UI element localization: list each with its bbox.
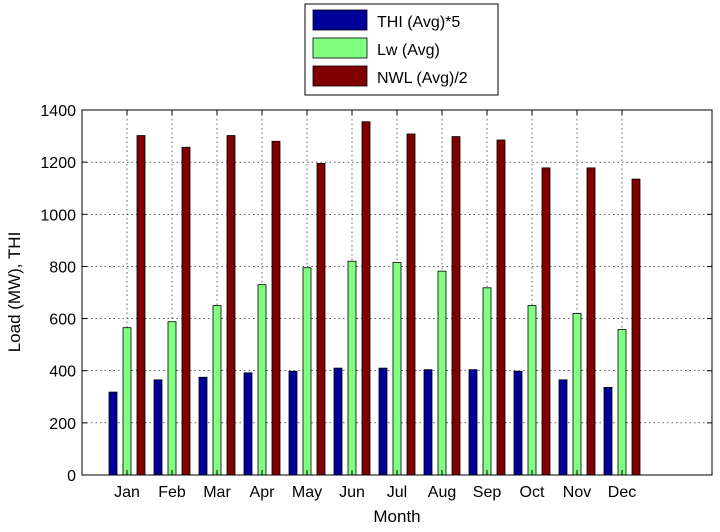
legend-swatch: [312, 9, 368, 31]
legend-label: NWL (Avg)/2: [377, 70, 468, 87]
bar-series-2-sep: [482, 287, 492, 476]
x-tick-label: Mar: [203, 484, 231, 501]
bars: [108, 121, 641, 476]
x-tick-label: Oct: [520, 484, 545, 501]
y-axis: 0 200 400 600 800 1000 1200 1400: [40, 103, 712, 485]
legend-swatch: [312, 65, 368, 87]
bar-series-2-dec: [617, 329, 627, 476]
legend-swatch: [312, 37, 368, 59]
bar-series-2-jan: [122, 327, 132, 476]
bar-series-2-oct: [527, 305, 537, 476]
bar-series-3-jul: [406, 133, 416, 476]
x-tick-label: Jun: [339, 484, 365, 501]
bar-series-3-oct: [541, 167, 551, 476]
bar-series-2-nov: [572, 312, 582, 476]
legend-label: Lw (Avg): [377, 42, 440, 59]
y-tick-label: 600: [49, 312, 76, 329]
y-tick-label: 1400: [40, 103, 76, 120]
legend-label: THI (Avg)*5: [377, 14, 460, 31]
y-axis-title: Load (MW), THI: [5, 232, 24, 353]
bar-series-2-jun: [347, 260, 357, 476]
bar-series-2-feb: [167, 321, 177, 476]
bar-series-3-apr: [271, 140, 281, 476]
bar-series-1-nov: [558, 379, 568, 476]
x-tick-label: Sep: [473, 484, 502, 501]
bar-series-3-aug: [451, 136, 461, 476]
bar-series-3-jan: [136, 135, 146, 476]
bar-series-3-jun: [361, 121, 371, 476]
bar-series-2-apr: [257, 284, 267, 476]
x-tick-label: May: [292, 484, 322, 501]
bar-series-3-dec: [631, 178, 641, 476]
bar-series-1-jan: [108, 391, 118, 476]
bar-series-1-aug: [423, 369, 433, 476]
legend: THI (Avg)*5 Lw (Avg) NWL (Avg)/2: [304, 3, 499, 96]
y-tick-label: 1200: [40, 155, 76, 172]
bar-series-1-mar: [198, 376, 208, 476]
bar-series-3-sep: [496, 139, 506, 476]
y-tick-label: 800: [49, 259, 76, 276]
bar-series-1-dec: [603, 386, 613, 476]
x-tick-label: Nov: [563, 484, 591, 501]
y-tick-label: 1000: [40, 207, 76, 224]
x-axis-title: Month: [373, 507, 420, 526]
bar-series-2-aug: [437, 270, 447, 476]
y-tick-label: 200: [49, 416, 76, 433]
x-axis: Jan Feb Mar Apr May Jun Jul Aug Sep Oct Nov Dec: [114, 110, 636, 501]
bar-series-3-nov: [586, 167, 596, 476]
x-tick-label: Feb: [158, 484, 186, 501]
bar-series-1-sep: [468, 369, 478, 476]
bar-series-1-oct: [513, 370, 523, 476]
x-tick-label: Aug: [428, 484, 456, 501]
bar-series-2-may: [302, 267, 312, 476]
bar-series-3-may: [316, 163, 326, 476]
bar-series-1-jun: [333, 367, 343, 476]
x-tick-label: Jul: [387, 484, 407, 501]
bar-series-1-jul: [378, 367, 388, 476]
bar-series-1-feb: [153, 379, 163, 476]
y-tick-label: 400: [49, 364, 76, 381]
y-tick-label: 0: [67, 468, 76, 485]
x-tick-label: Dec: [608, 484, 636, 501]
bar-series-3-mar: [226, 135, 236, 476]
bar-series-2-mar: [212, 305, 222, 476]
x-tick-label: Jan: [114, 484, 140, 501]
bar-series-2-jul: [392, 262, 402, 476]
bar-series-1-may: [288, 370, 298, 476]
bar-series-1-apr: [243, 372, 253, 476]
bar-series-3-feb: [181, 146, 191, 476]
x-tick-label: Apr: [250, 484, 276, 501]
